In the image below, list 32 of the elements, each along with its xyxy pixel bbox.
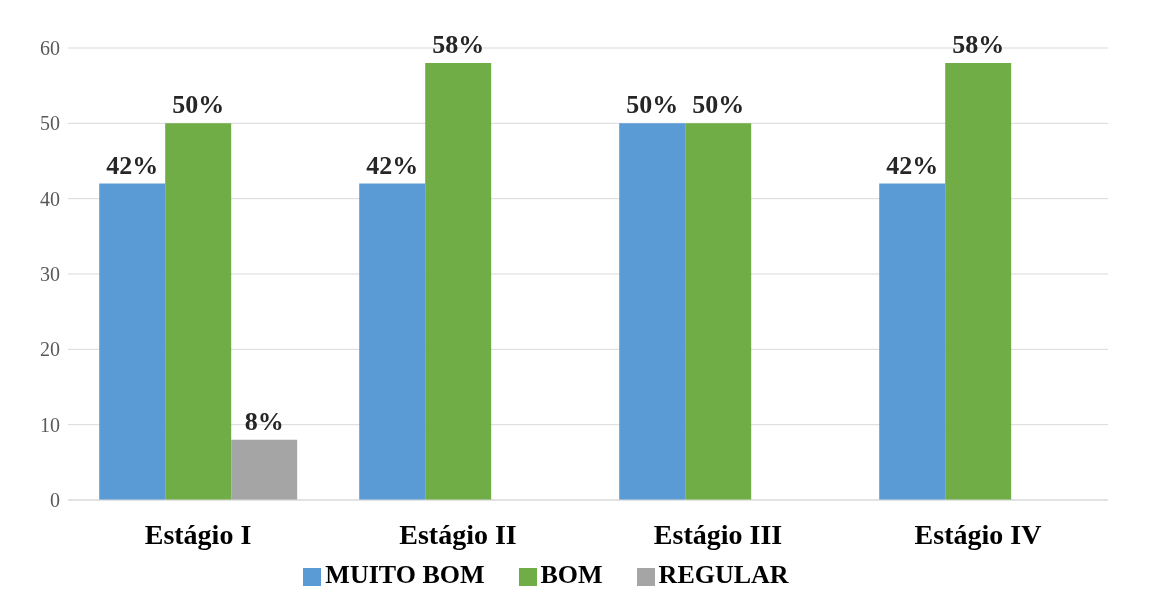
bar [685,123,752,500]
data-label: 8% [244,406,284,436]
bar [879,183,946,500]
bar [945,63,1012,500]
y-tick-label: 20 [40,338,60,361]
bar [619,123,686,500]
x-tick-label: Estágio I [144,518,252,550]
bar [359,183,426,500]
data-label: 58% [432,30,485,60]
y-tick-label: 30 [40,263,60,286]
data-label: 58% [952,30,1005,60]
y-tick-label: 10 [40,413,60,436]
y-tick-label: 50 [40,112,60,135]
bar [425,63,492,500]
y-tick-label: 60 [40,37,60,60]
y-tick-label: 0 [50,489,60,512]
data-label: 50% [172,90,225,120]
y-tick-label: 40 [40,187,60,210]
x-tick-label: Estágio III [653,518,783,550]
data-label: 50% [692,90,745,120]
legend-label: BOM [540,560,603,589]
bar [99,183,166,500]
bar [165,123,232,500]
legend-label: MUITO BOM [325,560,485,589]
bar [231,439,298,500]
x-tick-label: Estágio II [399,518,517,550]
x-tick-label: Estágio IV [914,518,1042,550]
data-label: 50% [626,90,679,120]
data-label: 42% [366,150,419,180]
data-label: 42% [106,150,159,180]
legend-label: REGULAR [658,560,789,589]
data-label: 42% [886,150,939,180]
